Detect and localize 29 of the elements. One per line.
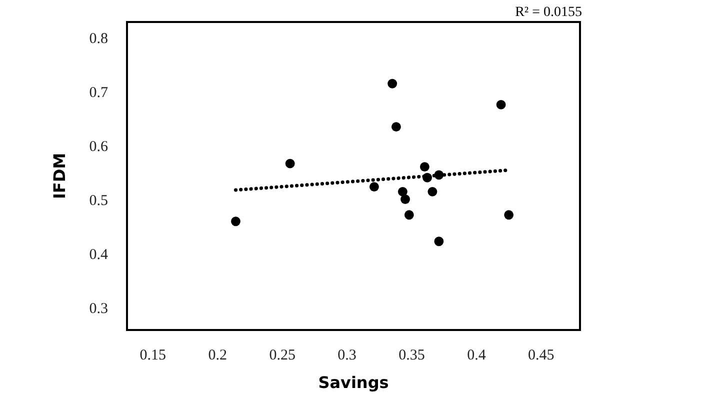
y-axis-title: IFDM <box>50 152 69 200</box>
x-tick-label: 0.4 <box>467 348 486 364</box>
x-axis-title: Savings <box>318 373 389 392</box>
point <box>398 186 408 196</box>
point <box>285 158 295 168</box>
y-tick-label: 0.8 <box>89 31 108 48</box>
point <box>391 122 401 132</box>
point <box>496 100 506 110</box>
y-tick-label: 0.4 <box>89 247 108 264</box>
point <box>404 210 414 220</box>
point <box>428 186 438 196</box>
x-tick-label: 0.25 <box>269 348 296 364</box>
point <box>369 182 379 192</box>
x-tick-label: 0.3 <box>338 348 356 364</box>
x-tick-label: 0.15 <box>140 348 166 364</box>
point <box>400 194 410 204</box>
point <box>420 162 430 172</box>
y-tick-label: 0.5 <box>89 193 108 210</box>
point <box>388 78 398 88</box>
x-tick-label: 0.35 <box>398 348 425 364</box>
point <box>504 210 514 220</box>
x-tick-label: 0.45 <box>528 348 554 364</box>
text: R² = 0.0155 <box>515 5 582 20</box>
y-tick-label: 0.3 <box>89 301 108 318</box>
x-tick-label: 0.2 <box>208 348 227 364</box>
point <box>434 236 444 246</box>
point <box>231 216 240 226</box>
y-tick-label: 0.6 <box>89 139 108 156</box>
y-tick-label: 0.7 <box>89 85 108 102</box>
